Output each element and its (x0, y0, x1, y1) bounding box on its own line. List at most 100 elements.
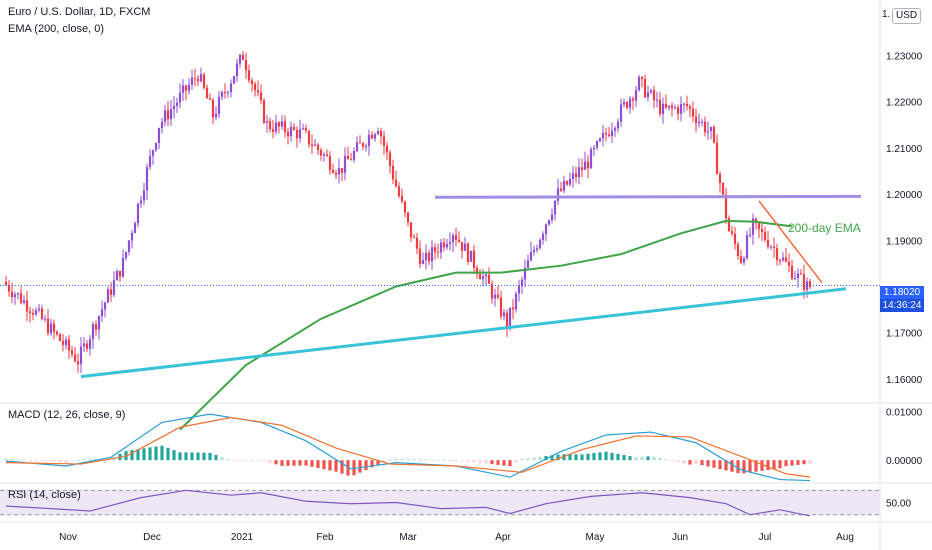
candle-body (169, 109, 173, 120)
macd-histogram-bar (628, 456, 632, 461)
candle-body (499, 297, 503, 317)
candle-body (709, 127, 713, 132)
candle-body (517, 285, 521, 294)
candle-body (766, 239, 770, 247)
macd-histogram-bar (88, 459, 92, 461)
candle-body (652, 90, 656, 101)
rsi-indicator-label[interactable]: RSI (14, close) (8, 489, 81, 501)
candle-body (319, 150, 323, 156)
candle-body (745, 235, 749, 259)
macd-histogram-bar (142, 448, 146, 461)
candle-body (547, 220, 551, 225)
macd-histogram-bar (742, 460, 746, 474)
symbol-title[interactable]: Euro / U.S. Dollar, 1D, FXCM (8, 6, 151, 18)
candle-body (448, 242, 452, 245)
candle-body (226, 92, 230, 94)
candle-body (397, 186, 401, 196)
macd-histogram-bar (316, 460, 320, 469)
macd-indicator-label[interactable]: MACD (12, 26, close, 9) (8, 409, 126, 421)
candle-body (559, 188, 563, 191)
candle-body (700, 121, 704, 123)
candle-body (187, 84, 191, 91)
macd-histogram-bar (502, 460, 506, 466)
candle-body (466, 243, 470, 262)
candle-body (346, 155, 350, 160)
candle-body (715, 142, 719, 175)
candle-body (118, 270, 122, 277)
candle-body (673, 107, 677, 109)
candle-body (247, 70, 251, 81)
candle-body (145, 167, 149, 191)
candle-body (31, 312, 35, 315)
currency-selector[interactable]: USD (892, 8, 922, 24)
candle-body (457, 239, 461, 242)
candle-body (163, 110, 167, 122)
candle-body (25, 300, 29, 312)
macd-histogram-bar (382, 460, 386, 463)
candle-body (682, 103, 686, 105)
macd-histogram-bar (676, 460, 680, 462)
x-tick-label: Nov (59, 532, 77, 543)
x-tick-label: Jun (672, 532, 688, 543)
ema-indicator-label[interactable]: EMA (200, close, 0) (8, 23, 104, 35)
candle-body (763, 231, 767, 240)
x-tick-label: 2021 (231, 532, 254, 543)
macd-histogram-bar (214, 454, 218, 461)
macd-histogram-bar (454, 460, 458, 462)
candle-body (541, 234, 545, 240)
ema-annotation: 200-day EMA (788, 221, 861, 235)
candle-body (553, 200, 557, 215)
candle-body (349, 159, 353, 161)
candle-body (388, 152, 392, 166)
candle-body (415, 237, 419, 249)
macd-histogram-bar (226, 459, 230, 461)
candle-body (334, 172, 338, 175)
candle-body (70, 350, 74, 355)
candle-body (46, 318, 50, 334)
candle-body (370, 134, 374, 139)
candle-body (238, 54, 242, 64)
candle-body (373, 134, 377, 139)
candle-body (469, 250, 473, 262)
candle-body (748, 234, 752, 236)
macd-histogram-bar (634, 457, 638, 461)
candle-body (523, 267, 527, 280)
x-tick-label: Aug (836, 532, 854, 543)
candle-body (181, 85, 185, 93)
candle-body (262, 100, 266, 123)
candle-body (607, 134, 611, 136)
candle-body (496, 294, 500, 298)
rsi-line (5, 489, 811, 517)
y-tick-label: 1.16000 (886, 375, 923, 386)
macd-histogram-bar (238, 460, 242, 462)
macd-histogram-bar (778, 460, 782, 469)
macd-histogram-bar (340, 460, 344, 474)
candle-body (22, 300, 26, 303)
candle-body (595, 141, 599, 148)
macd-histogram-bar (154, 446, 158, 461)
candle-body (445, 244, 449, 248)
candle-body (313, 144, 317, 146)
candle-body (196, 78, 200, 82)
macd-histogram-bar (46, 460, 50, 462)
candle-body (265, 121, 269, 123)
candle-body (376, 131, 380, 135)
macd-histogram-bar (700, 460, 704, 466)
macd-histogram-bar (364, 460, 368, 471)
candle-body (757, 222, 761, 230)
macd-histogram-bar (670, 460, 674, 462)
macd-histogram-bar (724, 460, 728, 471)
macd-histogram-bar (772, 460, 776, 470)
candle-body (544, 224, 548, 235)
candle-body (781, 257, 785, 261)
macd-histogram-bar (448, 460, 452, 462)
candle-body (412, 237, 416, 239)
y-tick-label: 1.21000 (886, 144, 923, 155)
candle-body (367, 134, 371, 147)
x-tick-label: Feb (316, 532, 334, 543)
candle-body (325, 154, 329, 157)
candle-body (718, 174, 722, 183)
candle-body (268, 121, 272, 130)
macd-histogram-bar (556, 454, 560, 461)
